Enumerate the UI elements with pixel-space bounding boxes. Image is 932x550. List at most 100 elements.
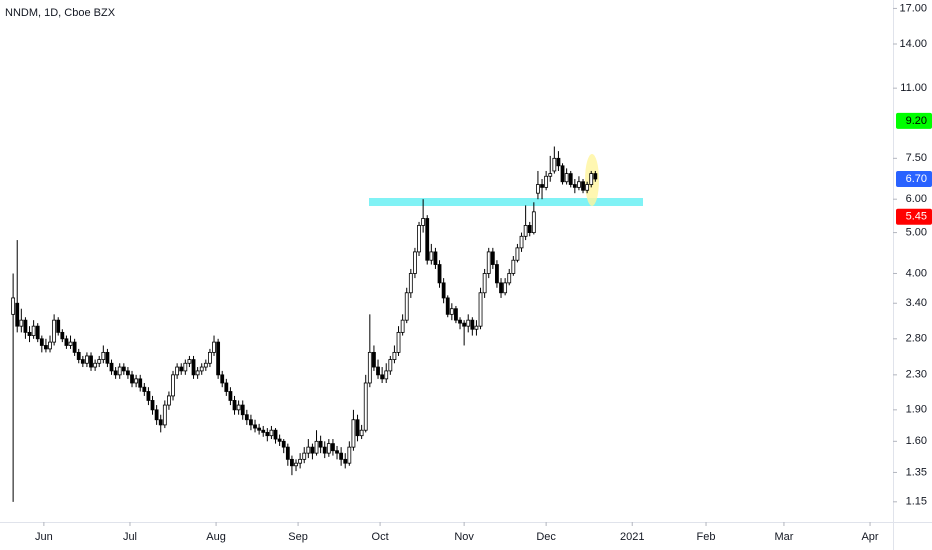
candle-body <box>503 282 508 294</box>
candle-body <box>179 366 184 372</box>
candle-body <box>199 366 204 372</box>
candle-body <box>224 382 229 392</box>
candle-body <box>236 404 241 411</box>
candle-body <box>343 458 348 464</box>
candle-body <box>290 458 294 467</box>
candle-body <box>31 325 36 336</box>
candle-body <box>277 438 282 442</box>
candle-body <box>527 225 532 233</box>
candle-body <box>60 331 65 340</box>
y-tick-label: 2.30 <box>906 369 927 381</box>
candle-body <box>376 366 380 376</box>
candle-body <box>326 443 331 454</box>
y-tick-label: 1.35 <box>906 466 927 478</box>
candle-body <box>35 325 40 340</box>
candle-body <box>187 359 192 364</box>
candle-body <box>306 446 311 454</box>
x-tick-label: Feb <box>697 531 716 543</box>
candle-body <box>400 319 405 333</box>
candle-body <box>39 338 44 346</box>
x-tick-label: Mar <box>774 531 793 543</box>
candle-body <box>519 235 524 249</box>
candle-body <box>113 370 118 376</box>
chart-title: NNDM, 1D, Cboe BZX <box>5 7 116 19</box>
candle-body <box>552 157 557 172</box>
candle-body <box>216 341 221 376</box>
candle-body <box>257 427 262 431</box>
candle-body <box>429 251 434 261</box>
candle-body <box>540 184 544 188</box>
price-badge-label: 9.20 <box>906 115 927 127</box>
candle-body <box>404 292 409 321</box>
candle-body <box>560 165 565 183</box>
candle-body <box>203 362 208 368</box>
candle-body <box>15 302 20 327</box>
candle-body <box>64 338 69 346</box>
candle-body <box>572 184 577 188</box>
candle-body <box>363 382 368 431</box>
candle-body <box>80 359 85 364</box>
candle-body <box>52 319 57 343</box>
y-tick-label: 14.00 <box>899 38 927 50</box>
candle-body <box>462 322 467 327</box>
candle-body <box>249 419 253 426</box>
candle-body <box>269 429 274 437</box>
candle-body <box>150 400 155 411</box>
candle-body <box>220 374 225 384</box>
candle-body <box>273 429 278 440</box>
x-tick-label: Aug <box>206 531 226 543</box>
candle-body <box>105 351 110 364</box>
candle-body <box>228 391 233 401</box>
candles <box>11 146 598 502</box>
candle-body <box>322 446 327 454</box>
candle-body <box>408 273 413 294</box>
candle-body <box>331 443 335 452</box>
y-tick-label: 2.80 <box>906 333 927 345</box>
candle-body <box>302 452 307 460</box>
candle-body <box>117 366 122 376</box>
y-tick-label: 1.60 <box>906 435 927 447</box>
price-badge-label: 6.70 <box>906 173 927 185</box>
candle-body <box>511 259 516 274</box>
price-badge <box>896 208 932 225</box>
y-tick-label: 6.00 <box>906 193 927 205</box>
candle-body <box>130 374 134 384</box>
candle-body <box>240 404 245 416</box>
candle-body <box>310 446 315 454</box>
candle-body <box>523 225 528 237</box>
candle-body <box>486 251 491 274</box>
candle-body <box>138 378 143 388</box>
candle-body <box>109 362 114 372</box>
x-tick-label: 2021 <box>620 531 644 543</box>
candle-body <box>121 366 126 372</box>
candle-body <box>126 370 130 376</box>
x-tick-label: Oct <box>372 531 389 543</box>
candle-body <box>454 308 458 321</box>
candle-body <box>72 341 77 353</box>
candle-body <box>11 297 16 315</box>
candle-body <box>285 446 290 460</box>
candle-body <box>154 409 159 421</box>
support-zone <box>369 198 643 206</box>
candle-body <box>212 341 216 353</box>
candle-body <box>536 184 540 194</box>
candle-body <box>93 362 98 368</box>
x-tick-label: Apr <box>861 531 878 543</box>
candle-body <box>208 351 212 364</box>
candle-body <box>183 362 188 372</box>
candle-body <box>171 374 175 397</box>
candle-body <box>437 264 442 284</box>
candle-body <box>232 400 237 411</box>
candle-body <box>23 319 28 333</box>
price-badge <box>896 170 932 187</box>
candle-body <box>380 374 385 380</box>
candle-body <box>445 297 450 315</box>
candle-body <box>89 355 93 368</box>
candle-body <box>556 157 561 167</box>
candle-body <box>495 264 499 284</box>
candle-body <box>48 341 52 350</box>
price-badge-label: 5.45 <box>906 211 927 223</box>
candle-body <box>593 173 598 180</box>
candle-body <box>577 181 581 188</box>
